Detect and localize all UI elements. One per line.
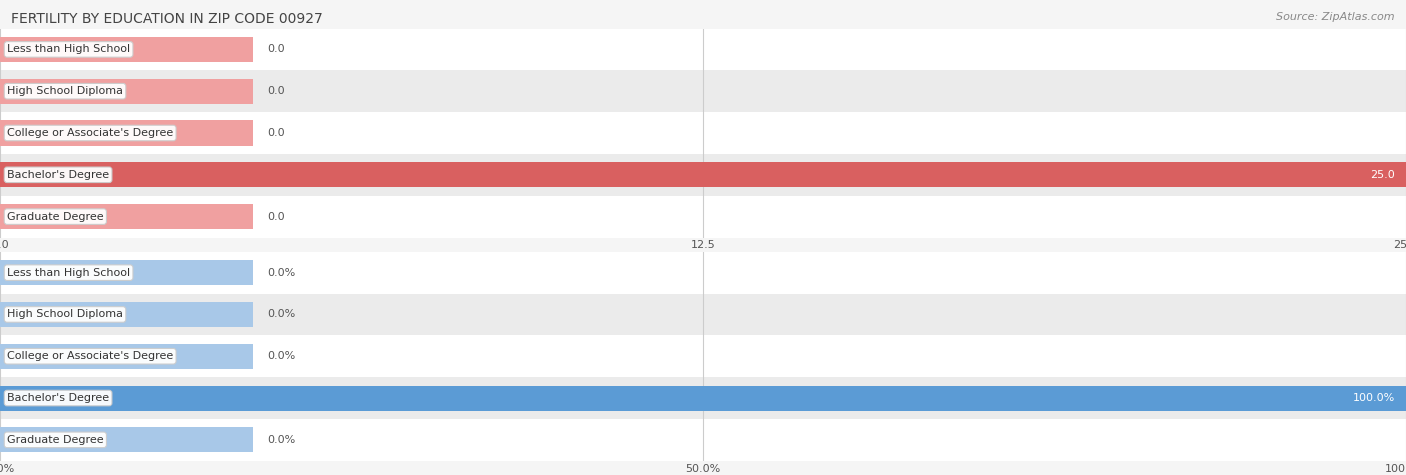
- Bar: [0, 252, 1406, 294]
- Bar: [0, 302, 253, 327]
- Text: Graduate Degree: Graduate Degree: [7, 211, 104, 222]
- Text: 0.0: 0.0: [267, 211, 285, 222]
- Bar: [0, 112, 1406, 154]
- Bar: [0, 204, 253, 229]
- Text: 0.0%: 0.0%: [267, 309, 295, 320]
- Text: 0.0%: 0.0%: [267, 267, 295, 278]
- Text: 100.0%: 100.0%: [1353, 393, 1395, 403]
- Text: 25.0: 25.0: [1369, 170, 1395, 180]
- Text: 0.0: 0.0: [267, 44, 285, 55]
- Text: 0.0%: 0.0%: [267, 351, 295, 361]
- Bar: [0, 377, 1406, 419]
- Bar: [0, 335, 1406, 377]
- Text: 0.0: 0.0: [267, 128, 285, 138]
- Text: Graduate Degree: Graduate Degree: [7, 435, 104, 445]
- Bar: [0, 386, 1406, 410]
- Text: 0.0: 0.0: [267, 86, 285, 96]
- Bar: [0, 28, 1406, 70]
- Bar: [0, 344, 253, 369]
- Text: High School Diploma: High School Diploma: [7, 309, 124, 320]
- Text: Less than High School: Less than High School: [7, 267, 131, 278]
- Bar: [0, 70, 1406, 112]
- Text: FERTILITY BY EDUCATION IN ZIP CODE 00927: FERTILITY BY EDUCATION IN ZIP CODE 00927: [11, 12, 323, 26]
- Bar: [0, 260, 253, 285]
- Text: Bachelor's Degree: Bachelor's Degree: [7, 170, 110, 180]
- Text: Source: ZipAtlas.com: Source: ZipAtlas.com: [1277, 12, 1395, 22]
- Text: College or Associate's Degree: College or Associate's Degree: [7, 351, 173, 361]
- Bar: [0, 79, 253, 104]
- Text: High School Diploma: High School Diploma: [7, 86, 124, 96]
- Bar: [0, 162, 1406, 187]
- Bar: [0, 154, 1406, 196]
- Bar: [0, 37, 253, 62]
- Text: College or Associate's Degree: College or Associate's Degree: [7, 128, 173, 138]
- Bar: [0, 419, 1406, 461]
- Bar: [0, 196, 1406, 238]
- Text: Bachelor's Degree: Bachelor's Degree: [7, 393, 110, 403]
- Text: 0.0%: 0.0%: [267, 435, 295, 445]
- Bar: [0, 294, 1406, 335]
- Text: Less than High School: Less than High School: [7, 44, 131, 55]
- Bar: [0, 428, 253, 452]
- Bar: [0, 121, 253, 145]
